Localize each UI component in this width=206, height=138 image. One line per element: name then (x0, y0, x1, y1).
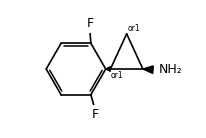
Text: NH₂: NH₂ (158, 63, 182, 76)
Text: or1: or1 (111, 71, 124, 80)
Text: F: F (87, 17, 94, 30)
Polygon shape (143, 66, 153, 73)
Text: F: F (91, 108, 98, 121)
Text: or1: or1 (127, 24, 140, 33)
